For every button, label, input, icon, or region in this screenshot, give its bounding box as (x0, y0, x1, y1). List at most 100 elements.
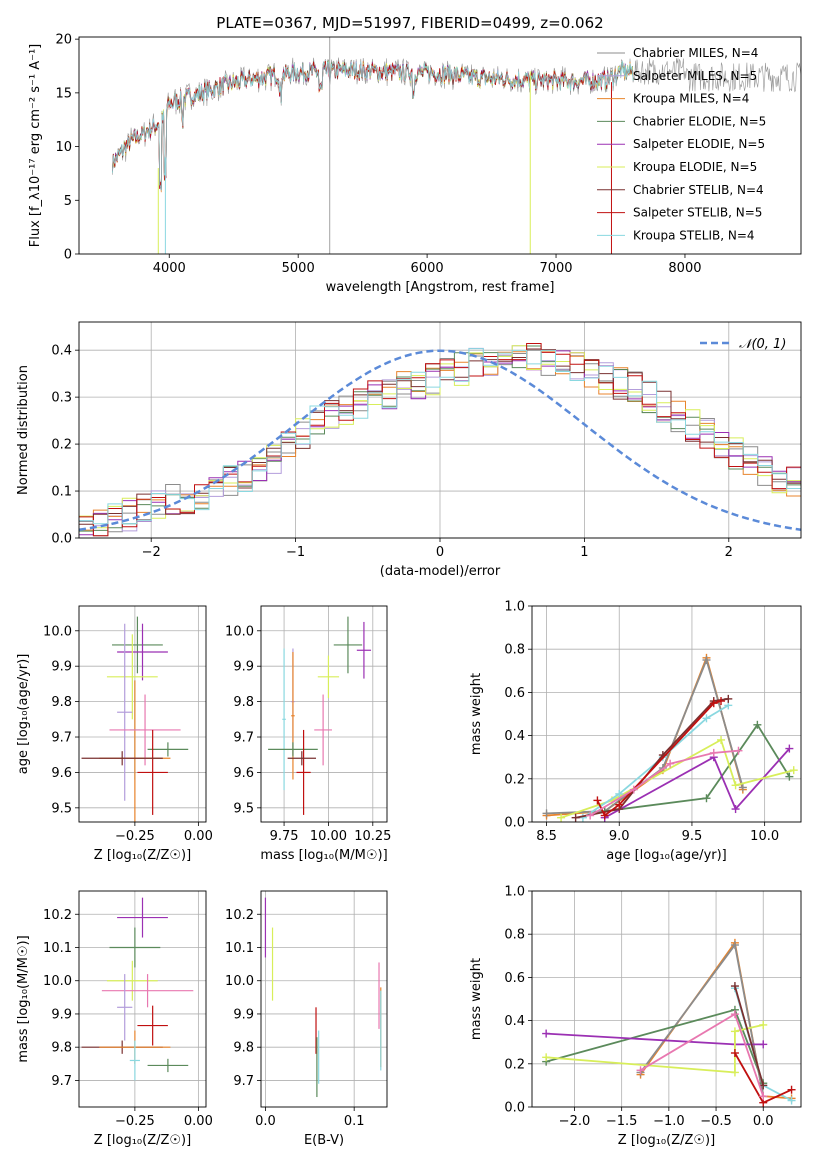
y-tick-label: 0.4 (504, 729, 525, 744)
y-tick-label: 0.2 (504, 772, 525, 787)
spectrum-chabrier-stelib (112, 61, 634, 191)
series-marker (730, 1049, 739, 1057)
spectrum-salpeter-miles (112, 61, 634, 190)
y-tick-label: 5 (64, 194, 72, 209)
series-marker (702, 656, 711, 664)
series-marker (730, 941, 739, 949)
y-axis-label: mass weight (469, 958, 484, 1040)
gaussian-curve (79, 349, 801, 532)
legend-label-5: Salpeter ELODIE, N=5 (633, 137, 765, 151)
series-marker (738, 783, 747, 792)
x-axis-label: (data-model)/error (380, 564, 501, 579)
y-tick-label: 0.2 (51, 438, 72, 453)
x-tick-label: 7000 (539, 261, 572, 276)
legend-label-1: Chabrier MILES, N=4 (633, 46, 758, 60)
x-tick-label: −1 (286, 545, 305, 560)
y-tick-label: 10.1 (43, 941, 72, 956)
x-tick-label: −0.25 (115, 829, 155, 844)
x-tick-label: 9.0 (609, 829, 630, 844)
panel-8: −2.0 −1.5 −1.0 −0.5 0.0 0.0 0.2 0.4 0.6 0.8 1.0 Z [… (469, 885, 802, 1148)
series-marker (542, 1053, 551, 1062)
series-marker (724, 694, 733, 703)
spectrum-kroupa-elodie (112, 60, 634, 189)
series-marker (702, 714, 711, 723)
y-tick-label: 9.7 (233, 1074, 254, 1089)
errorbar-point-1 (117, 897, 168, 938)
series-marker (709, 748, 718, 757)
series-line-2 (546, 657, 744, 815)
y-axis-label: age [log₁₀(age/yr)] (16, 654, 31, 775)
x-tick-label: 8.5 (536, 829, 557, 844)
series-marker (702, 794, 711, 803)
errorbar-point-10 (81, 751, 163, 766)
series-marker (717, 697, 726, 706)
y-tick-label: 9.7 (233, 731, 254, 746)
series-marker (542, 809, 551, 818)
series-marker (730, 1010, 739, 1019)
series-marker (709, 699, 718, 708)
plot-area (79, 343, 801, 537)
y-tick-label: 10.0 (43, 624, 72, 639)
y-tick-label: 0.4 (51, 344, 72, 359)
x-tick-label: 9.5 (682, 829, 703, 844)
plot-area (542, 653, 798, 822)
y-tick-label: 0.6 (504, 686, 525, 701)
y-tick-label: 9.8 (233, 1041, 254, 1056)
hist-chabrier-stelib (79, 348, 801, 525)
panel-3: −0.25 0.00 9.5 9.6 9.7 9.8 9.9 10.0 Z [log₁₀(Z/Z… (16, 605, 213, 863)
series-marker (717, 735, 726, 744)
x-tick-label: 2 (725, 545, 733, 560)
panel-5: 8.5 9.0 9.5 10.0 0.0 0.2 0.4 0.6 0.8 1.0 age [log₁… (469, 600, 802, 863)
y-tick-label: 9.9 (51, 1007, 72, 1022)
y-tick-label: 0.0 (504, 1101, 525, 1116)
y-tick-label: 9.6 (51, 766, 72, 781)
x-tick-label: 6000 (411, 261, 444, 276)
errorbar-point-6 (291, 652, 295, 780)
series-marker (571, 813, 580, 822)
y-tick-label: 0.2 (504, 1057, 525, 1072)
x-tick-label: 5000 (282, 261, 315, 276)
errorbar-point-10 (287, 751, 317, 766)
y-tick-label: 0.4 (504, 1014, 525, 1029)
errorbar-point-8 (147, 742, 189, 757)
errorbar-point-3 (106, 634, 158, 720)
y-tick-label: 9.8 (51, 1041, 72, 1056)
errorbar-point-1 (333, 616, 363, 674)
y-tick-label: 0.0 (504, 816, 525, 831)
y-tick-label: 10.2 (225, 908, 254, 923)
plot-area (81, 616, 189, 822)
series-marker (785, 772, 794, 781)
y-axis-label: Normed distribution (16, 365, 31, 495)
plot-area (81, 897, 194, 1081)
errorbar-point-9 (129, 1040, 140, 1081)
series-marker (730, 1027, 739, 1036)
x-tick-label: −1.0 (653, 1114, 685, 1129)
y-tick-label: 0.0 (51, 532, 72, 547)
spectrum-kroupa-stelib (112, 61, 634, 191)
legend-label-2: Salpeter MILES, N=5 (633, 69, 757, 83)
y-tick-label: 1.0 (504, 885, 525, 900)
y-tick-label: 9.9 (233, 660, 254, 675)
series-marker (759, 1081, 768, 1090)
legend: Chabrier MILES, N=4 Salpeter MILES, N=5 Kr… (597, 46, 766, 242)
axes-frame (78, 890, 207, 1108)
errorbar-point-8 (268, 742, 318, 757)
y-axis-label: Flux [f_λ10⁻¹⁷ erg cm⁻² s⁻¹ A⁻¹] (28, 44, 43, 248)
x-tick-label: 0.0 (753, 1114, 774, 1129)
series-line-3 (604, 723, 791, 813)
y-tick-label: 9.8 (51, 695, 72, 710)
series-marker (731, 781, 740, 790)
errorbar-point-9 (137, 729, 168, 815)
y-tick-label: 9.5 (51, 801, 72, 816)
panel-4: 9.75 10.00 10.25 9.5 9.6 9.7 9.8 9.9 10.0 mass [l… (225, 605, 391, 863)
x-tick-label: 0 (436, 545, 444, 560)
y-tick-label: 9.7 (51, 1074, 72, 1089)
errorbar-point-3 (106, 960, 158, 1001)
errorbar-point-4 (117, 623, 133, 801)
errorbar-point-10 (147, 1058, 189, 1073)
series-marker (615, 789, 624, 798)
y-tick-label: 15 (55, 86, 72, 101)
y-tick-label: 10.0 (43, 974, 72, 989)
x-tick-label: 8000 (668, 261, 701, 276)
series-marker (586, 811, 595, 820)
